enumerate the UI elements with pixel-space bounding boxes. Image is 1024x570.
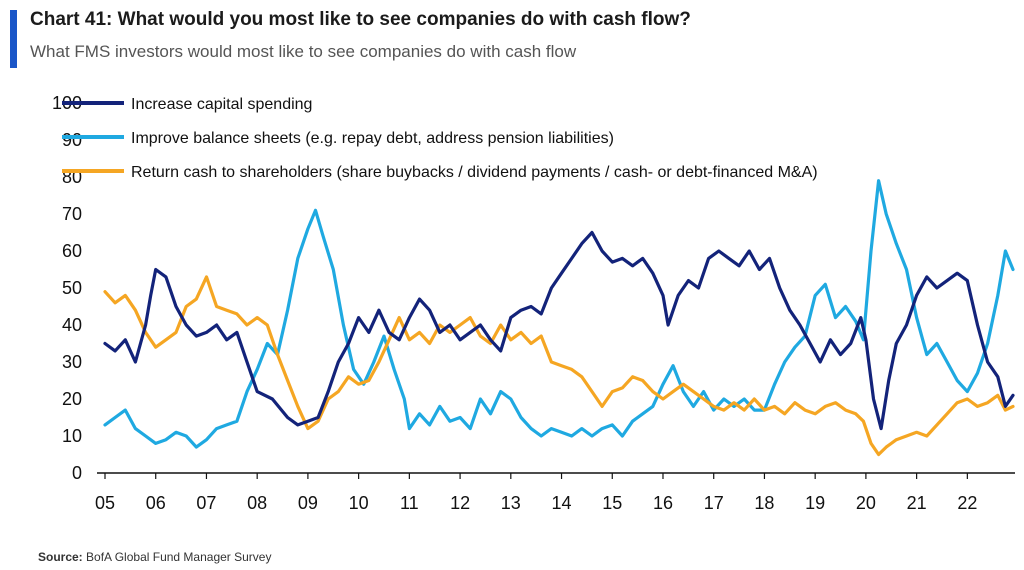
legend-label-1: Improve balance sheets (e.g. repay debt,… [131, 130, 614, 147]
legend-label-2: Return cash to shareholders (share buyba… [131, 164, 818, 181]
y-tick-label: 90 [62, 130, 82, 150]
series-line-1 [103, 179, 1015, 449]
y-tick-label: 50 [62, 278, 82, 298]
x-tick-label: 08 [247, 493, 267, 513]
x-tick-label: 15 [602, 493, 622, 513]
y-tick-label: 70 [62, 204, 82, 224]
y-tick-label: 30 [62, 352, 82, 372]
x-tick-label: 22 [957, 493, 977, 513]
chart-title: Chart 41: What would you most like to se… [30, 9, 691, 30]
title-accent-bar [10, 10, 17, 68]
x-tick-label: 09 [298, 493, 318, 513]
y-tick-label: 60 [62, 241, 82, 261]
source-label: Source: [38, 550, 83, 564]
chart-subtitle: What FMS investors would most like to se… [30, 42, 577, 61]
x-tick-label: 05 [95, 493, 115, 513]
x-tick-label: 12 [450, 493, 470, 513]
series-lines [103, 179, 1015, 457]
x-tick-label: 16 [653, 493, 673, 513]
x-tick-label: 13 [501, 493, 521, 513]
x-tick-label: 10 [349, 493, 369, 513]
legend-label-0: Increase capital spending [131, 96, 312, 113]
x-tick-label: 07 [196, 493, 216, 513]
source-text: BofA Global Fund Manager Survey [86, 550, 272, 564]
x-tick-label: 21 [907, 493, 927, 513]
x-tick-label: 18 [754, 493, 774, 513]
x-axis: 05 06 07 08 09 10 11 12 13 14 15 16 17 18 19 20 21 22 [95, 472, 1015, 513]
source-note: Source: BofA Global Fund Manager Survey [38, 550, 271, 564]
x-tick-label: 20 [856, 493, 876, 513]
y-tick-label: 20 [62, 389, 82, 409]
series-line-0 [103, 230, 1015, 431]
x-tick-label: 06 [146, 493, 166, 513]
x-tick-label: 14 [552, 493, 572, 513]
y-tick-label: 10 [62, 426, 82, 446]
x-tick-label: 17 [704, 493, 724, 513]
y-tick-label: 0 [72, 463, 82, 483]
series-line-2 [103, 275, 1015, 457]
legend: Increase capital spending Improve balance… [62, 96, 818, 181]
y-tick-label: 40 [62, 315, 82, 335]
x-tick-label: 11 [400, 493, 419, 513]
x-tick-label: 19 [805, 493, 825, 513]
